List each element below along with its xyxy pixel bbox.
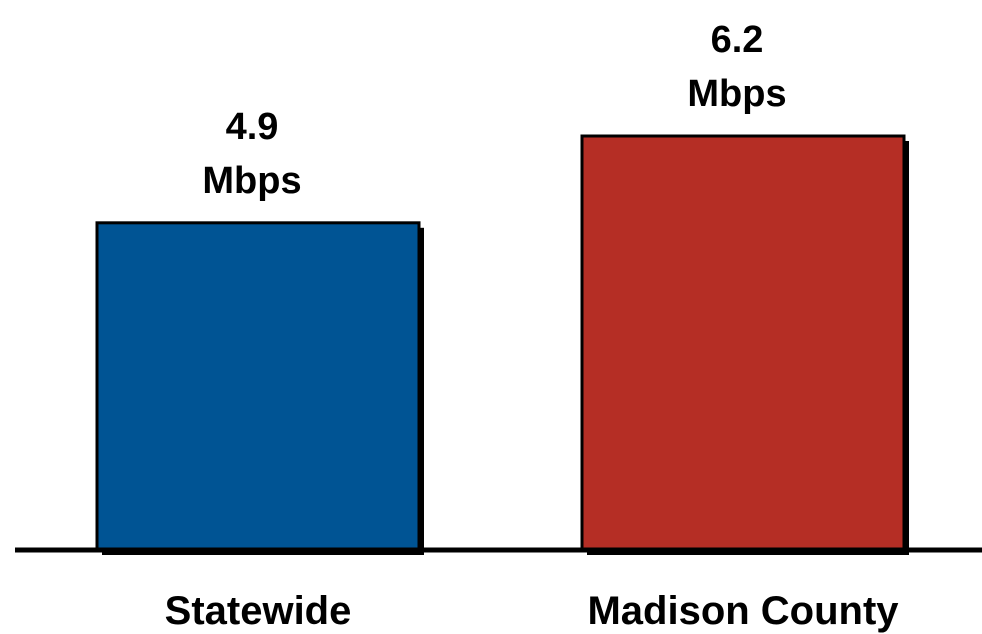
data-label-statewide-line-1: 4.9 bbox=[226, 106, 279, 148]
category-labels-group: Statewide Madison County bbox=[165, 589, 900, 633]
data-label-madison-county-line-2: Mbps bbox=[687, 73, 786, 115]
value-labels-group: 4.9 Mbps 6.2 Mbps bbox=[202, 19, 786, 202]
bar-statewide bbox=[95, 221, 421, 552]
bar-madison-county bbox=[580, 134, 906, 552]
category-label-statewide: Statewide bbox=[165, 589, 352, 633]
category-label-madison-county: Madison County bbox=[587, 589, 899, 633]
bars-group bbox=[95, 134, 909, 555]
data-label-statewide-line-2: Mbps bbox=[202, 160, 301, 202]
data-label-madison-county-line-1: 6.2 bbox=[711, 19, 764, 61]
